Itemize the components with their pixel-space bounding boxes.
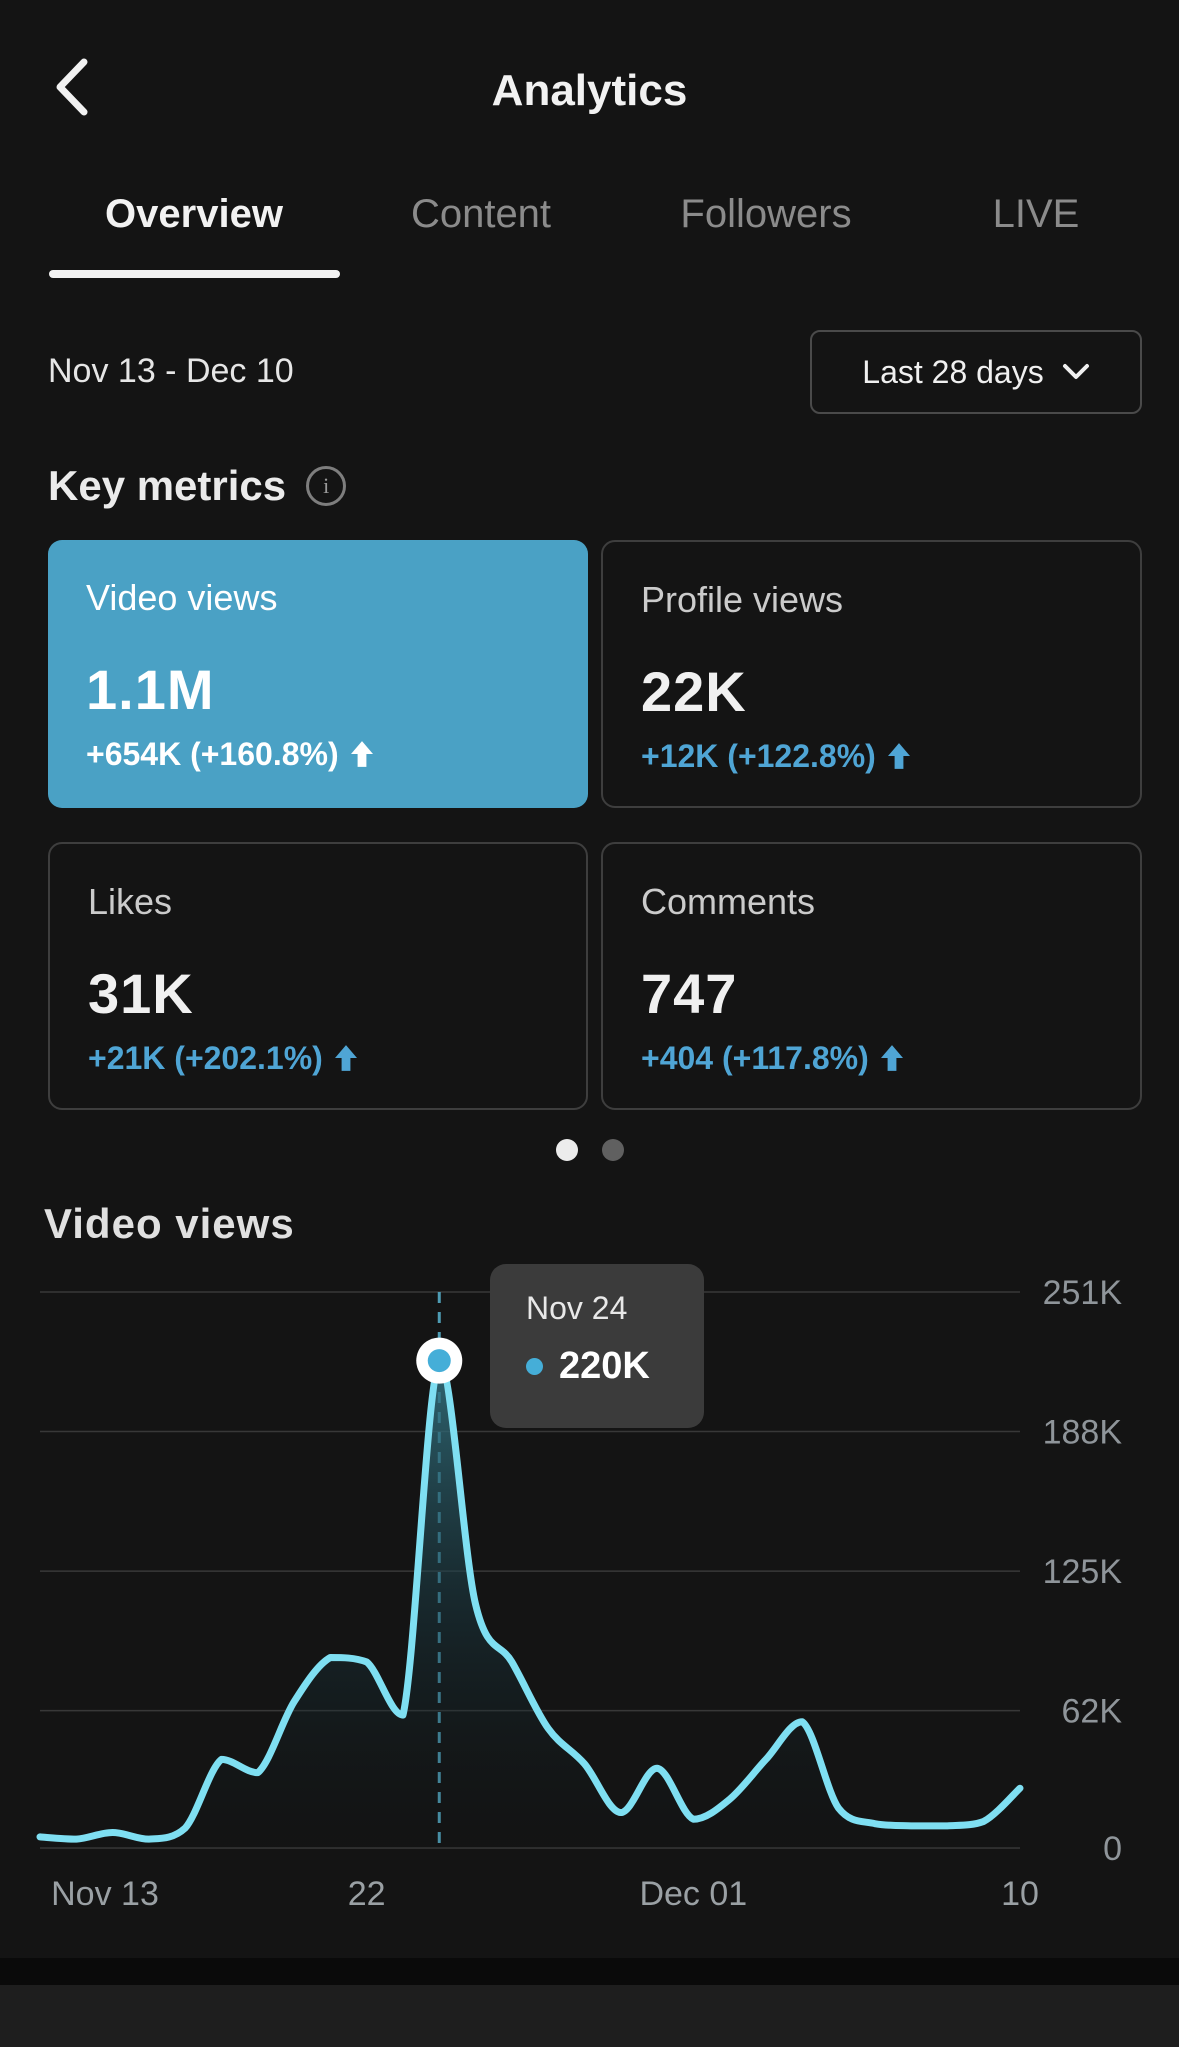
metric-change: +404 (+117.8%) bbox=[641, 1042, 1102, 1074]
bottom-divider-strip bbox=[0, 1958, 1179, 1985]
tab-live[interactable]: LIVE bbox=[992, 192, 1080, 236]
metric-change: +12K (+122.8%) bbox=[641, 740, 1102, 772]
tab-content[interactable]: Content bbox=[410, 192, 552, 236]
x-tick-label: 10 bbox=[1001, 1875, 1039, 1913]
pagination-dot-1[interactable] bbox=[555, 1139, 578, 1161]
chart-y-axis-labels: 251K 188K 125K 62K 0 bbox=[1043, 1274, 1123, 1868]
info-icon[interactable]: i bbox=[306, 466, 347, 506]
up-arrow-icon bbox=[350, 741, 373, 767]
chart-tooltip: Nov 24 220K bbox=[490, 1264, 704, 1428]
tooltip-value: 220K bbox=[559, 1345, 650, 1387]
x-tick-label: Dec 01 bbox=[639, 1875, 747, 1913]
y-tick-label: 62K bbox=[1062, 1693, 1123, 1731]
tooltip-date: Nov 24 bbox=[526, 1290, 628, 1326]
date-range-label: Nov 13 - Dec 10 bbox=[48, 352, 294, 390]
metric-change: +21K (+202.1%) bbox=[88, 1042, 548, 1074]
metric-label: Video views bbox=[86, 577, 278, 618]
metric-change: +654K (+160.8%) bbox=[86, 738, 550, 770]
chart-x-axis-labels: Nov 13 22 Dec 01 10 bbox=[51, 1875, 1039, 1913]
tooltip-value-row: 220K bbox=[526, 1345, 704, 1388]
key-metrics-heading-text: Key metrics bbox=[48, 462, 287, 509]
metric-value: 31K bbox=[88, 962, 194, 1025]
metric-change-text: +404 (+117.8%) bbox=[641, 1040, 869, 1076]
chart-section-title: Video views bbox=[44, 1200, 295, 1247]
chevron-left-icon bbox=[56, 58, 88, 116]
metric-change-text: +654K (+160.8%) bbox=[86, 736, 339, 772]
metric-card-comments[interactable]: Comments 747 +404 (+117.8%) bbox=[601, 842, 1142, 1110]
metric-card-profile-views[interactable]: Profile views 22K +12K (+122.8%) bbox=[601, 540, 1142, 808]
date-range-selector-button[interactable]: Last 28 days bbox=[810, 330, 1142, 414]
x-tick-label: 22 bbox=[348, 1875, 386, 1913]
y-tick-label: 188K bbox=[1043, 1414, 1123, 1452]
page-title: Analytics bbox=[491, 66, 688, 115]
tooltip-series-dot-icon bbox=[526, 1358, 543, 1375]
pagination-dot-2[interactable] bbox=[601, 1139, 624, 1161]
date-range-selector-label: Last 28 days bbox=[862, 353, 1044, 390]
tab-followers[interactable]: Followers bbox=[680, 192, 852, 236]
marker-inner-dot bbox=[427, 1349, 451, 1373]
chevron-down-icon bbox=[1062, 364, 1089, 379]
chart-line bbox=[36, 1357, 1024, 1843]
metric-change-text: +21K (+202.1%) bbox=[88, 1040, 323, 1076]
video-views-chart[interactable]: 251K 188K 125K 62K 0 Nov 13 22 Dec 01 10 bbox=[0, 1250, 1179, 1930]
y-tick-label: 0 bbox=[1103, 1830, 1122, 1868]
metric-change-text: +12K (+122.8%) bbox=[641, 738, 876, 774]
chart-area-fill bbox=[40, 1360, 1020, 1848]
metric-value: 747 bbox=[641, 962, 738, 1025]
back-button[interactable] bbox=[40, 52, 110, 122]
x-tick-label: Nov 13 bbox=[51, 1875, 159, 1913]
metric-label: Likes bbox=[88, 881, 173, 922]
bottom-bar[interactable] bbox=[0, 1985, 1179, 2047]
active-tab-underline bbox=[49, 270, 340, 278]
key-metrics-cards: Video views 1.1M +654K (+160.8%) Profile… bbox=[48, 540, 1142, 1110]
key-metrics-heading: Key metrics i bbox=[48, 462, 347, 510]
y-tick-label: 251K bbox=[1043, 1274, 1123, 1312]
metric-value: 1.1M bbox=[86, 658, 215, 721]
up-arrow-icon bbox=[887, 743, 910, 769]
metric-label: Profile views bbox=[641, 579, 844, 620]
metric-value: 22K bbox=[641, 660, 747, 723]
metric-label: Comments bbox=[641, 881, 816, 922]
metric-card-likes[interactable]: Likes 31K +21K (+202.1%) bbox=[48, 842, 588, 1110]
up-arrow-icon bbox=[880, 1045, 903, 1071]
up-arrow-icon bbox=[334, 1045, 357, 1071]
y-tick-label: 125K bbox=[1043, 1553, 1123, 1591]
cards-pagination bbox=[0, 1139, 1179, 1161]
tab-overview[interactable]: Overview bbox=[105, 192, 283, 236]
metric-card-video-views[interactable]: Video views 1.1M +654K (+160.8%) bbox=[48, 540, 588, 808]
